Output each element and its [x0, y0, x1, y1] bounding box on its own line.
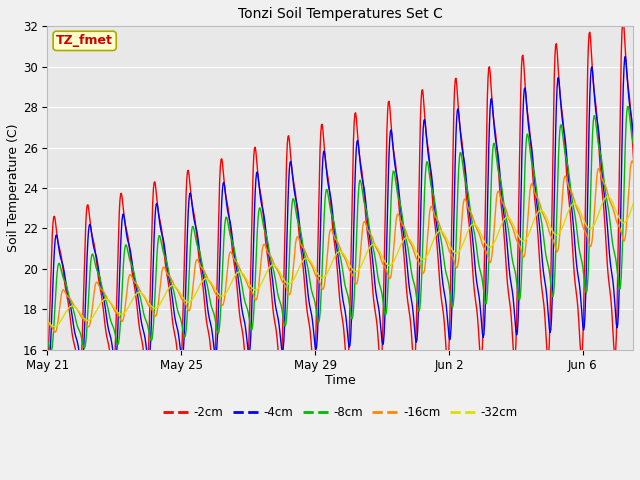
Line: -32cm: -32cm: [47, 190, 640, 326]
-2cm: [44, 368, 51, 374]
-4cm: [66, 300, 74, 305]
-16cm: [263, 248, 271, 253]
-8cm: [625, 104, 632, 109]
-8cm: [44, 337, 51, 343]
-16cm: [385, 275, 393, 281]
-32cm: [295, 265, 303, 271]
Line: -4cm: -4cm: [47, 56, 640, 369]
-8cm: [385, 255, 393, 261]
-32cm: [51, 324, 58, 329]
-32cm: [263, 268, 271, 274]
-8cm: [295, 222, 303, 228]
-16cm: [295, 237, 303, 242]
-16cm: [51, 329, 59, 335]
-32cm: [530, 217, 538, 223]
-8cm: [186, 259, 193, 264]
-2cm: [186, 178, 193, 184]
-2cm: [76, 376, 83, 382]
-16cm: [44, 319, 51, 325]
-4cm: [263, 239, 271, 245]
-16cm: [628, 158, 636, 164]
-4cm: [621, 53, 629, 59]
-2cm: [65, 306, 73, 312]
-2cm: [620, 18, 627, 24]
-32cm: [44, 318, 51, 324]
-8cm: [47, 349, 55, 355]
-8cm: [530, 169, 538, 175]
X-axis label: Time: Time: [325, 374, 356, 387]
-32cm: [186, 299, 193, 305]
-8cm: [66, 296, 74, 302]
-16cm: [66, 295, 74, 301]
-4cm: [530, 172, 538, 178]
-2cm: [385, 98, 393, 104]
-2cm: [263, 250, 271, 256]
Y-axis label: Soil Temperature (C): Soil Temperature (C): [7, 124, 20, 252]
Line: -8cm: -8cm: [47, 107, 640, 352]
Text: TZ_fmet: TZ_fmet: [56, 35, 113, 48]
-4cm: [295, 218, 303, 224]
Legend: -2cm, -4cm, -8cm, -16cm, -32cm: -2cm, -4cm, -8cm, -16cm, -32cm: [158, 401, 522, 423]
-4cm: [44, 366, 52, 372]
-2cm: [530, 190, 538, 195]
-32cm: [66, 304, 74, 310]
-16cm: [186, 307, 193, 313]
-8cm: [263, 235, 271, 241]
-16cm: [530, 187, 538, 193]
-4cm: [385, 151, 393, 156]
-32cm: [637, 187, 640, 192]
Title: Tonzi Soil Temperatures Set C: Tonzi Soil Temperatures Set C: [238, 7, 443, 21]
Line: -16cm: -16cm: [47, 161, 640, 332]
-2cm: [295, 231, 303, 237]
-4cm: [186, 191, 193, 197]
Line: -2cm: -2cm: [47, 21, 640, 379]
-4cm: [44, 364, 51, 370]
-32cm: [385, 263, 393, 268]
